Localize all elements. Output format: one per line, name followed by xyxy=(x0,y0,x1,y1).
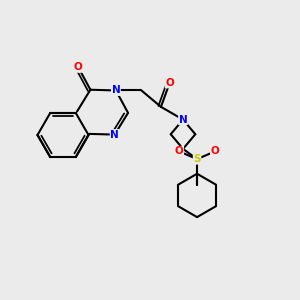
Text: N: N xyxy=(110,130,119,140)
Text: N: N xyxy=(112,85,120,95)
Text: O: O xyxy=(211,146,219,156)
Text: O: O xyxy=(165,78,174,88)
Text: O: O xyxy=(175,146,184,156)
Text: O: O xyxy=(74,62,83,72)
Text: N: N xyxy=(179,115,188,124)
Text: S: S xyxy=(193,154,201,164)
